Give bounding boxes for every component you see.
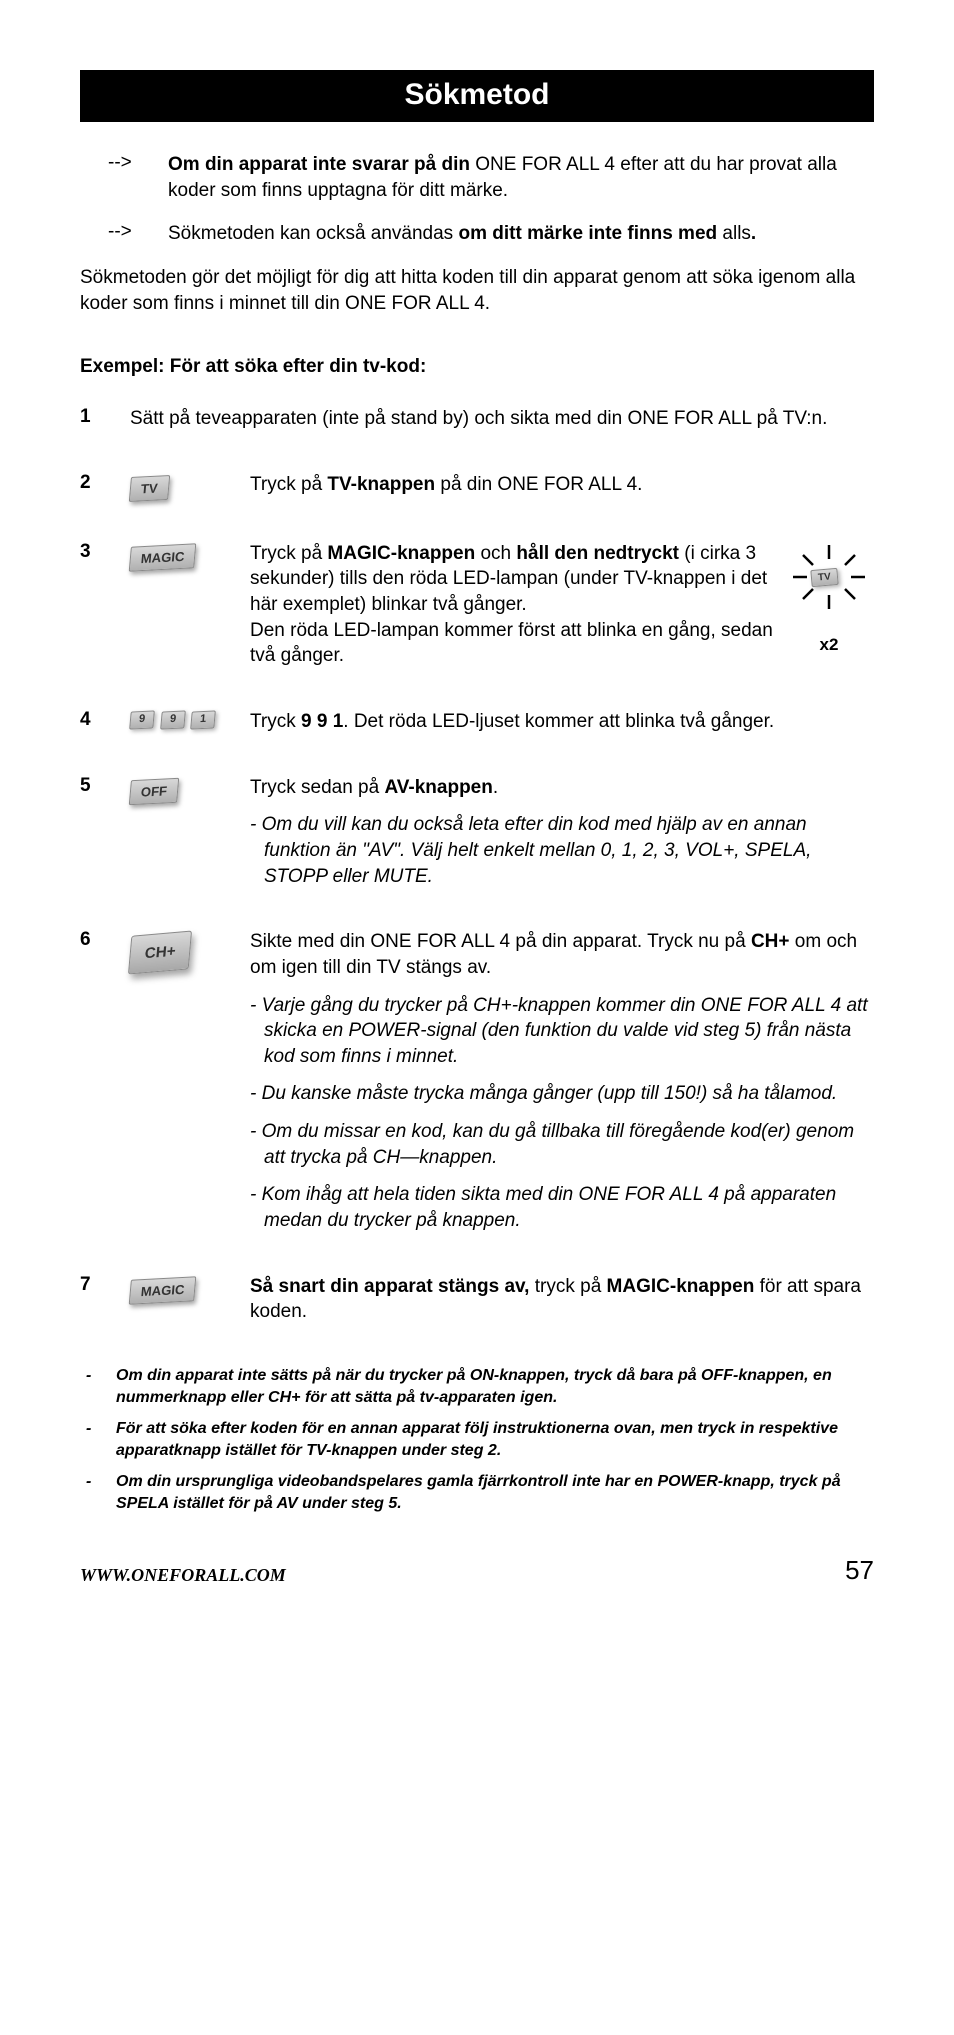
dash-marker: -: [80, 1471, 116, 1514]
one-key-icon: 1: [190, 710, 216, 729]
x2-label: x2: [784, 635, 874, 655]
step-4-icon-col: 9 9 1: [130, 709, 250, 729]
step-5-note: - Om du vill kan du också leta efter din…: [250, 812, 874, 889]
step-5-main-text: Tryck sedan på AV-knappen.: [250, 777, 498, 798]
magic-key-icon: MAGIC: [129, 1276, 197, 1304]
footer-note-3-text: Om din ursprungliga videobandspelares ga…: [116, 1471, 874, 1514]
step-2-icon-col: TV: [130, 472, 250, 501]
step-6-note-1: - Varje gång du trycker på CH+-knappen k…: [250, 993, 874, 1070]
step-5-icon-col: OFF: [130, 775, 250, 804]
arrow-marker: -->: [108, 221, 168, 247]
step-7-text: Så snart din apparat stängs av, tryck på…: [250, 1274, 874, 1325]
footer-note-2-text: För att söka efter koden för en annan ap…: [116, 1418, 874, 1461]
page-footer: WWW.ONEFORALL.COM 57: [80, 1555, 874, 1586]
step-2-text: Tryck på TV-knappen på din ONE FOR ALL 4…: [250, 472, 874, 498]
blink-indicator: TV x2: [784, 541, 874, 655]
footer-note-1-text: Om din apparat inte sätts på när du tryc…: [116, 1365, 874, 1408]
step-number: 3: [80, 541, 130, 563]
step-number: 6: [80, 929, 130, 951]
magic-key-icon: MAGIC: [129, 543, 197, 571]
intro-text-1: Om din apparat inte svarar på din ONE FO…: [168, 152, 874, 203]
intro-text-2: Sökmetoden kan också användas om ditt mä…: [168, 221, 756, 247]
step-3-icon-col: MAGIC: [130, 541, 250, 570]
example-heading: Exempel: För att söka efter din tv-kod:: [80, 356, 874, 378]
step-7-icon-col: MAGIC: [130, 1274, 250, 1303]
intro-item-1: --> Om din apparat inte svarar på din ON…: [80, 152, 874, 203]
nine-key-icon: 9: [129, 710, 155, 729]
footer-url: WWW.ONEFORALL.COM: [80, 1565, 286, 1586]
step-6-note-4: - Kom ihåg att hela tiden sikta med din …: [250, 1182, 874, 1233]
step-7: 7 MAGIC Så snart din apparat stängs av, …: [80, 1274, 874, 1325]
footer-note-3: - Om din ursprungliga videobandspelares …: [80, 1471, 874, 1514]
step-5: 5 OFF Tryck sedan på AV-knappen. - Om du…: [80, 775, 874, 890]
dash-marker: -: [80, 1365, 116, 1408]
step-number: 5: [80, 775, 130, 797]
footer-note-2: - För att söka efter koden för en annan …: [80, 1418, 874, 1461]
step-6-note-2: - Du kanske måste trycka många gånger (u…: [250, 1081, 874, 1107]
footer-notes: - Om din apparat inte sätts på när du tr…: [80, 1365, 874, 1515]
step-number: 1: [80, 406, 130, 428]
step-3: 3 MAGIC Tryck på MAGIC-knappen och håll …: [80, 541, 874, 669]
step-2: 2 TV Tryck på TV-knappen på din ONE FOR …: [80, 472, 874, 501]
step-3-text: Tryck på MAGIC-knappen och håll den nedt…: [250, 541, 774, 669]
blink-tv-key-icon: TV: [810, 568, 838, 587]
footer-note-1: - Om din apparat inte sätts på när du tr…: [80, 1365, 874, 1408]
step-1-text: Sätt på teveapparaten (inte på stand by)…: [130, 406, 874, 432]
step-6-main-text: Sikte med din ONE FOR ALL 4 på din appar…: [250, 931, 857, 978]
page-number: 57: [845, 1555, 874, 1586]
step-6-text: Sikte med din ONE FOR ALL 4 på din appar…: [250, 929, 874, 1233]
step-6: 6 CH+ Sikte med din ONE FOR ALL 4 på din…: [80, 929, 874, 1233]
step-4-text: Tryck 9 9 1. Det röda LED-ljuset kommer …: [250, 709, 874, 735]
dash-marker: -: [80, 1418, 116, 1461]
off-key-icon: OFF: [129, 777, 179, 804]
step-1: 1 Sätt på teveapparaten (inte på stand b…: [80, 406, 874, 432]
step-4: 4 9 9 1 Tryck 9 9 1. Det röda LED-ljuset…: [80, 709, 874, 735]
intro-item-2: --> Sökmetoden kan också användas om dit…: [80, 221, 874, 247]
step-6-note-3: - Om du missar en kod, kan du gå tillbak…: [250, 1119, 874, 1170]
page-title: Sökmetod: [80, 70, 874, 122]
arrow-marker: -->: [108, 152, 168, 203]
step-number: 2: [80, 472, 130, 494]
tv-key-icon: TV: [129, 475, 170, 502]
chplus-key-icon: CH+: [128, 931, 193, 975]
step-6-icon-col: CH+: [130, 929, 250, 972]
intro-paragraph: Sökmetoden gör det möjligt för dig att h…: [80, 265, 874, 316]
step-number: 4: [80, 709, 130, 731]
step-number: 7: [80, 1274, 130, 1296]
step-5-text: Tryck sedan på AV-knappen. - Om du vill …: [250, 775, 874, 890]
nine-key-icon: 9: [160, 710, 186, 729]
